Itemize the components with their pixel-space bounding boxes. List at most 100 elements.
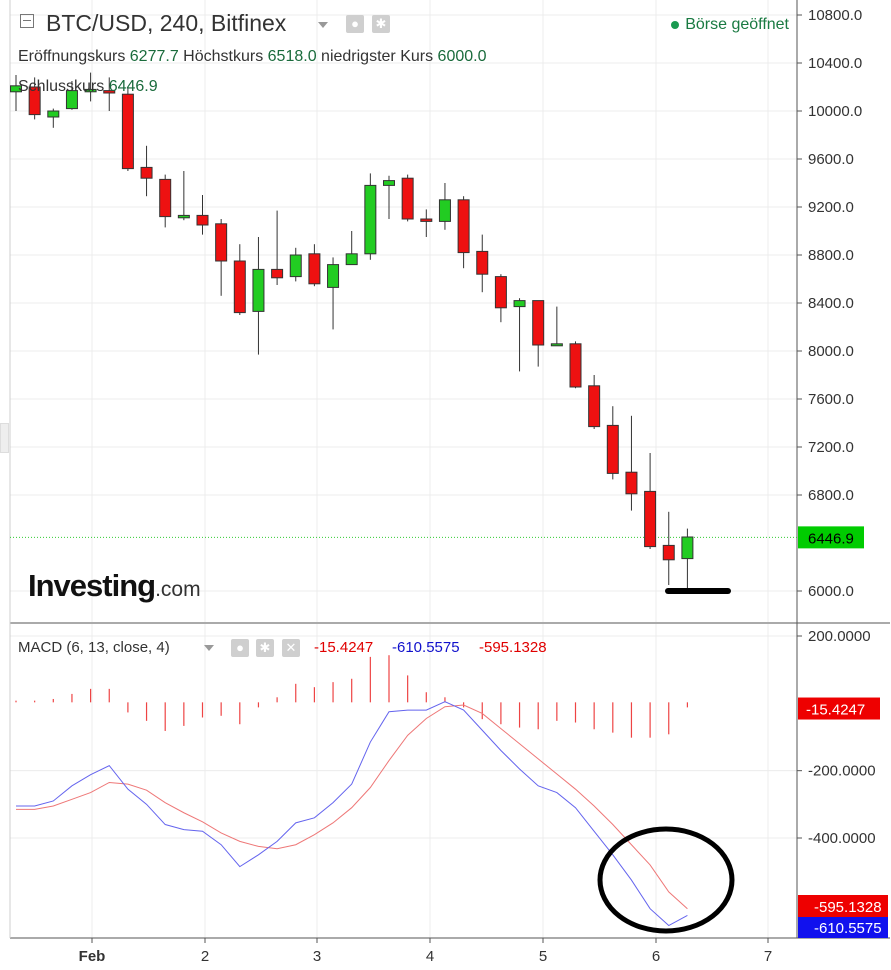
candle <box>457 196 470 269</box>
candle-body <box>327 264 340 288</box>
candle-body <box>681 536 694 560</box>
candle <box>140 145 153 197</box>
candle-body <box>121 93 134 170</box>
x-tick-label: 7 <box>764 948 772 965</box>
y-tick-label: 10400.0 <box>808 55 862 72</box>
candle <box>47 108 60 128</box>
chart-title: BTC/USD, 240, Bitfinex <box>46 10 287 36</box>
signal-value-label: -595.1328 <box>814 899 882 916</box>
y-tick-label: 9200.0 <box>808 199 854 216</box>
candle <box>121 87 134 171</box>
x-tick-label: 2 <box>201 948 209 965</box>
close-label: Schlusskurs <box>18 78 105 95</box>
x-tick-label: Feb <box>79 948 106 965</box>
candle-body <box>364 184 377 255</box>
macd-histogram <box>15 655 689 738</box>
candle-body <box>438 199 451 222</box>
candle <box>644 453 657 549</box>
ohlc-row: Eröffnungskurs 6277.7 Höchstkurs 6518.0 … <box>18 48 486 66</box>
status-label: Börse geöffnet <box>685 16 789 33</box>
last-price-badge <box>798 526 864 549</box>
side-collapse-handle[interactable] <box>0 423 9 453</box>
candle <box>345 231 358 266</box>
macd-value-badge <box>798 917 888 938</box>
candle-body <box>345 253 358 266</box>
candle-body <box>401 177 414 220</box>
annotation-circle <box>597 826 735 934</box>
macd-title: MACD (6, 13, close, 4) <box>18 639 170 656</box>
candle-body <box>457 199 470 254</box>
gear-icon[interactable]: ✱ <box>372 15 390 33</box>
candle-body <box>215 223 228 262</box>
macd-gear-icon[interactable]: ✱ <box>256 639 274 657</box>
candle-body <box>65 90 78 110</box>
candle <box>10 75 22 111</box>
y-tick-label: 8000.0 <box>808 343 854 360</box>
candle-body <box>625 471 638 495</box>
y-tick-label: 10000.0 <box>808 103 862 120</box>
macd-y-tick-label: 200.0000 <box>808 628 871 645</box>
candle-body <box>103 90 116 94</box>
candle-body <box>177 214 190 219</box>
logo-brand: Investing <box>28 568 156 603</box>
candle-body <box>383 180 395 186</box>
collapse-icon[interactable] <box>20 14 34 28</box>
histogram-value-badge <box>798 697 880 720</box>
candle <box>327 257 340 330</box>
y-tick-label: 7200.0 <box>808 439 854 456</box>
macd-y-tick-label: -200.0000 <box>808 763 876 780</box>
candle <box>550 306 563 347</box>
candle <box>588 375 601 429</box>
candle <box>606 406 619 480</box>
candle <box>681 528 694 591</box>
macd-value-label: -610.5575 <box>814 920 882 937</box>
candle-body <box>159 178 172 218</box>
candle <box>569 341 582 389</box>
histogram-value-label: -15.4247 <box>806 702 865 719</box>
macd-close-icon[interactable]: ✕ <box>282 639 300 657</box>
candle-body <box>550 343 563 347</box>
candles <box>10 72 694 591</box>
y-tick-label: 8400.0 <box>808 295 854 312</box>
candle-body <box>252 268 265 312</box>
candle <box>84 72 97 102</box>
candle-body <box>476 250 489 275</box>
x-tick-label: 5 <box>539 948 547 965</box>
macd-line <box>16 701 688 927</box>
y-tick-label: 8800.0 <box>808 247 854 264</box>
candle-body <box>569 343 582 388</box>
high-value: 6518.0 <box>267 48 317 65</box>
last-price-label: 6446.9 <box>808 530 854 547</box>
y-tick-label: 9600.0 <box>808 151 854 168</box>
candle-body <box>271 268 284 279</box>
macd-signal-value: -595.1328 <box>479 639 547 656</box>
macd-eye-icon[interactable]: ● <box>231 639 249 657</box>
macd-line-value: -610.5575 <box>392 639 460 656</box>
investing-logo: Investing.com <box>28 568 201 604</box>
status-dot-icon <box>671 20 680 29</box>
candle-body <box>513 300 526 308</box>
candle-body <box>308 253 321 285</box>
y-tick-label: 10800.0 <box>808 7 862 24</box>
high-label: Höchstkurs <box>183 48 264 65</box>
grid-lines <box>10 0 797 938</box>
candle-body <box>644 490 657 548</box>
low-label: niedrigster Kurs <box>321 48 434 65</box>
y-tick-label: 6000.0 <box>808 583 854 600</box>
eye-icon[interactable]: ● <box>346 15 364 33</box>
candle <box>289 247 302 282</box>
low-value: 6000.0 <box>437 48 487 65</box>
signal-value-badge <box>798 895 888 917</box>
candle-body <box>233 260 246 314</box>
macd-y-tick-label: -400.0000 <box>808 830 876 847</box>
candle-body <box>84 88 97 93</box>
candle-body <box>588 385 601 428</box>
macd-chevron-down-icon[interactable] <box>204 645 214 651</box>
x-tick-label: 3 <box>313 948 321 965</box>
chevron-down-icon[interactable] <box>318 22 328 28</box>
logo-suffix: .com <box>155 578 201 601</box>
candle-body <box>494 276 507 309</box>
candle-body <box>420 218 433 222</box>
close-value: 6446.9 <box>108 78 158 95</box>
